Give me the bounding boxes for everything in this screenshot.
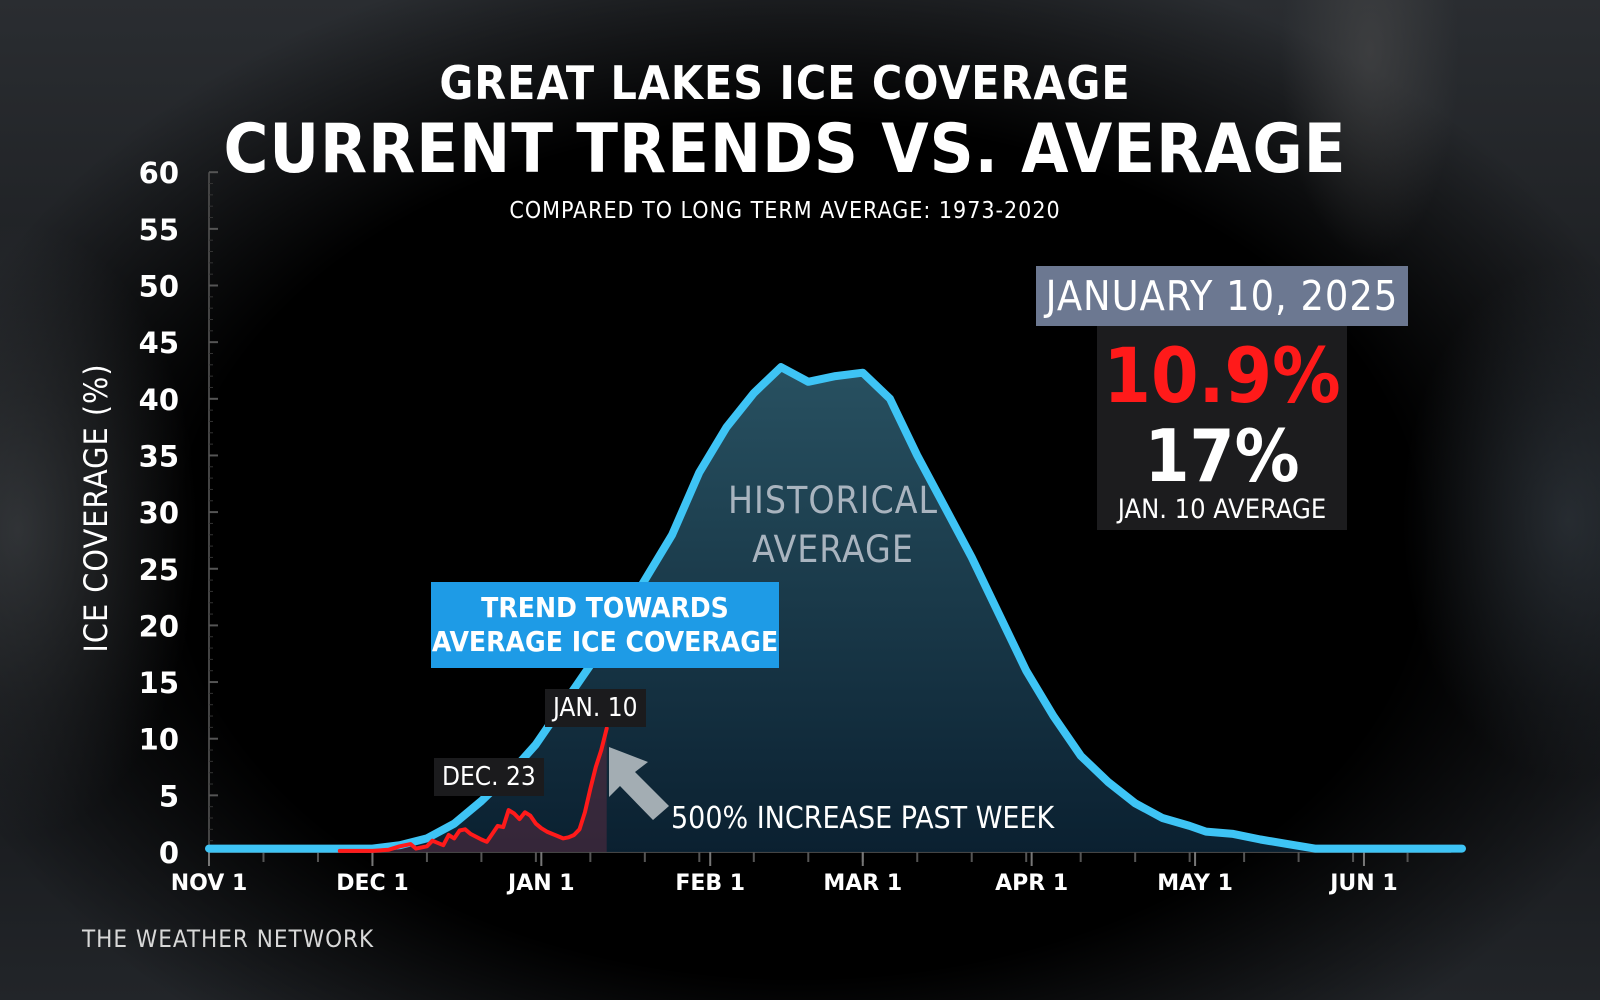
y-tick-label: 40 — [139, 383, 179, 417]
y-tick-label: 15 — [139, 666, 179, 700]
current-season-line — [337, 726, 609, 853]
y-axis-label: ICE COVERAGE (%) — [77, 363, 115, 653]
x-tick-label: MAR 1 — [823, 871, 902, 896]
trend-callout-line-1: TREND TOWARDS — [481, 591, 729, 624]
y-tick-label: 30 — [139, 496, 179, 530]
historical-average-label: HISTORICAL AVERAGE — [728, 476, 938, 574]
jan10-tag: JAN. 10 — [545, 689, 646, 727]
chart-title: GREAT LAKES ICE COVERAGE — [439, 56, 1131, 110]
average-coverage-value: 17% — [1144, 414, 1300, 498]
y-tick-label: 60 — [139, 156, 179, 190]
increase-arrow-icon — [609, 747, 669, 820]
y-tick-label: 45 — [139, 326, 179, 360]
y-tick-label: 5 — [159, 779, 179, 813]
current-season-area — [339, 728, 607, 852]
y-tick-label: 50 — [139, 270, 179, 304]
y-tick-label: 35 — [139, 439, 179, 473]
historical-label-line-2: AVERAGE — [752, 528, 914, 571]
current-coverage-value: 10.9% — [1103, 331, 1341, 420]
x-tick-label: FEB 1 — [675, 871, 745, 896]
historical-average-area — [372, 367, 1364, 852]
dec23-tag: DEC. 23 — [434, 758, 544, 796]
background-glow-right — [1400, 260, 1600, 780]
increase-label: 500% INCREASE PAST WEEK — [671, 801, 1055, 836]
x-tick-label: MAY 1 — [1157, 871, 1233, 896]
y-tick-label: 10 — [139, 723, 179, 757]
average-coverage-label: JAN. 10 AVERAGE — [1117, 494, 1327, 525]
x-tick-label: APR 1 — [995, 871, 1068, 896]
chart-subtitle: CURRENT TRENDS VS. AVERAGE — [223, 110, 1347, 189]
trend-callout-line-2: AVERAGE ICE COVERAGE — [431, 625, 779, 658]
historical-label-line-1: HISTORICAL — [728, 479, 938, 522]
x-tick-label: JUN 1 — [1328, 871, 1397, 896]
y-tick-label: 20 — [139, 609, 179, 643]
date-badge: JANUARY 10, 2025 — [1036, 266, 1408, 326]
y-tick-label: 55 — [139, 213, 179, 247]
x-tick-label: DEC 1 — [336, 871, 408, 896]
chart-note: COMPARED TO LONG TERM AVERAGE: 1973-2020 — [509, 198, 1061, 224]
y-tick-label: 25 — [139, 553, 179, 587]
source-label: THE WEATHER NETWORK — [82, 925, 375, 953]
stats-panel: 10.9% 17% JAN. 10 AVERAGE — [1097, 326, 1347, 530]
y-tick-label: 0 — [159, 836, 179, 870]
x-tick-label: JAN 1 — [506, 871, 575, 896]
x-tick-label: NOV 1 — [171, 871, 248, 896]
background-rock — [1280, 0, 1460, 260]
title-block: GREAT LAKES ICE COVERAGE CURRENT TRENDS … — [0, 60, 1600, 223]
background-glow-left — [0, 220, 200, 840]
trend-callout: TREND TOWARDS AVERAGE ICE COVERAGE — [431, 582, 779, 668]
